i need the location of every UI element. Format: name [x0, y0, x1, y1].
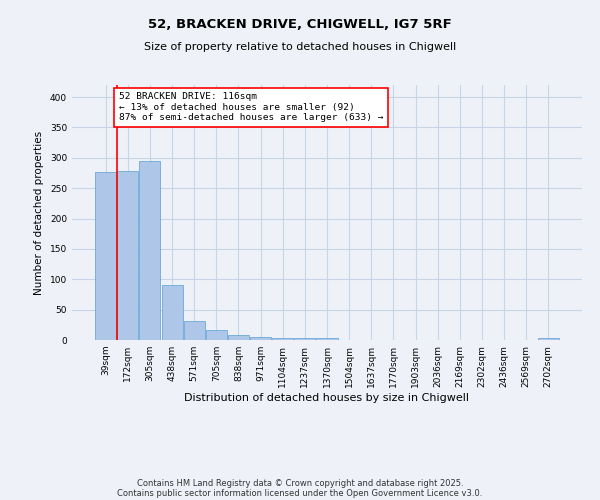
Bar: [139, 161, 160, 340]
Bar: [118, 171, 139, 340]
Y-axis label: Number of detached properties: Number of detached properties: [34, 130, 44, 294]
Text: 52 BRACKEN DRIVE: 116sqm
← 13% of detached houses are smaller (92)
87% of semi-d: 52 BRACKEN DRIVE: 116sqm ← 13% of detach…: [119, 92, 383, 122]
Bar: [295, 338, 316, 340]
Bar: [250, 337, 271, 340]
Text: 52, BRACKEN DRIVE, CHIGWELL, IG7 5RF: 52, BRACKEN DRIVE, CHIGWELL, IG7 5RF: [148, 18, 452, 30]
Bar: [95, 172, 116, 340]
Bar: [206, 330, 227, 340]
Text: Contains HM Land Registry data © Crown copyright and database right 2025.: Contains HM Land Registry data © Crown c…: [137, 478, 463, 488]
Bar: [272, 338, 293, 340]
Bar: [184, 320, 205, 340]
X-axis label: Distribution of detached houses by size in Chigwell: Distribution of detached houses by size …: [185, 392, 470, 402]
Bar: [161, 286, 182, 340]
Bar: [538, 338, 559, 340]
Text: Size of property relative to detached houses in Chigwell: Size of property relative to detached ho…: [144, 42, 456, 52]
Bar: [228, 335, 249, 340]
Text: Contains public sector information licensed under the Open Government Licence v3: Contains public sector information licen…: [118, 488, 482, 498]
Bar: [316, 338, 338, 340]
